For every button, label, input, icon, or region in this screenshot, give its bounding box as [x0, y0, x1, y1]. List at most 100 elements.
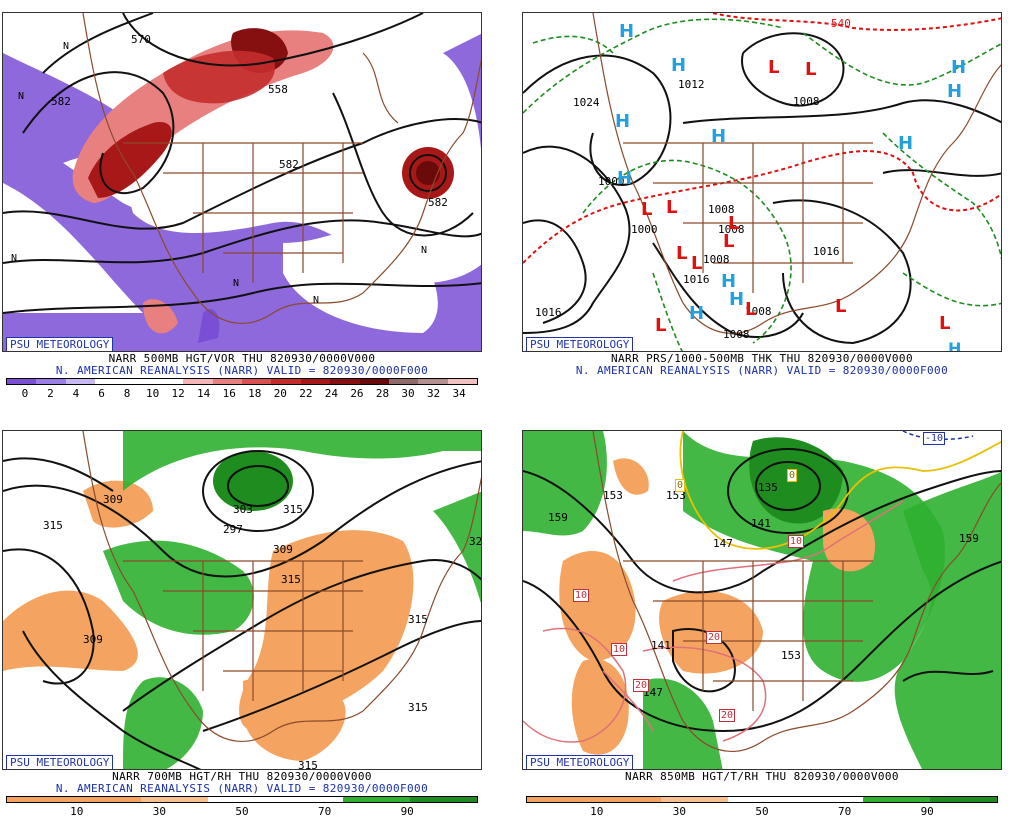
color-bar-tick-label: 90 — [920, 805, 934, 818]
psu-meteorology-badge: PSU METEOROLOGY — [526, 337, 634, 351]
color-bar-swatch — [141, 797, 209, 802]
temperature-label: 20 — [706, 631, 723, 644]
map-500mb-graphic — [3, 13, 481, 351]
high-pressure-marker: H — [721, 271, 737, 292]
high-pressure-marker: H — [671, 55, 687, 76]
color-bar-swatch — [418, 379, 448, 384]
vorticity-min-marker: N — [233, 278, 240, 289]
height-contours — [3, 450, 481, 769]
dry-area-ne — [823, 508, 875, 572]
contour-label: 309 — [83, 633, 103, 646]
contour-label: 303 — [233, 503, 253, 516]
panel-pressure-thickness: 1024 1012 1008 1008 1000 1008 1008 1016 … — [522, 12, 1002, 402]
color-bar-swatch — [300, 379, 331, 384]
caption-product: NARR 850MB HGT/T/RH THU 820930/0000V000 — [625, 770, 899, 783]
contour-label: 315 — [283, 503, 303, 516]
isobar-label: 1016 — [813, 245, 840, 258]
color-bar-tick-label: 0 — [21, 387, 29, 400]
contour-label: 582 — [428, 196, 448, 209]
map-850mb: 159 153 153 135 141 147 159 153 141 147 … — [522, 430, 1002, 770]
vorticity-center-east — [416, 161, 440, 185]
thickness-label: 540 — [831, 17, 851, 30]
low-pressure-marker: L — [728, 213, 740, 234]
color-bar-tick-label: 4 — [72, 387, 80, 400]
color-bar-tick-label: 8 — [123, 387, 131, 400]
high-pressure-marker: H — [617, 168, 633, 189]
color-bar-tick-label: 30 — [672, 805, 687, 818]
color-bar-tick-label: 16 — [222, 387, 236, 400]
color-bar-swatch — [594, 797, 662, 802]
temperature-label: 0 — [787, 469, 798, 482]
isobar-label: 1000 — [598, 175, 625, 188]
vorticity-positive-sw — [143, 299, 178, 334]
color-bar-swatch — [929, 797, 997, 802]
color-bar-swatch — [7, 797, 75, 802]
low-pressure-marker: L — [939, 313, 951, 334]
isobar-label: 1000 — [631, 223, 658, 236]
vorticity-negative-s — [198, 309, 220, 343]
color-bar-swatch — [388, 379, 419, 384]
vorticity-min-marker: N — [18, 91, 25, 102]
moist-area-east — [433, 491, 481, 604]
high-pressure-marker: H — [947, 81, 963, 102]
low-pressure-marker: L — [723, 231, 735, 252]
height-contours — [3, 13, 481, 314]
contour-label: 315 — [408, 701, 428, 714]
color-bar-swatch — [342, 797, 410, 802]
color-bar-labels: 0 2 4 6 8 10 12 14 16 18 20 22 24 26 28 30 32 34 — [6, 387, 478, 401]
high-pressure-marker: H — [898, 133, 914, 154]
color-bar-swatch — [330, 379, 360, 384]
contour-label: 309 — [273, 543, 293, 556]
map-pressure-graphic — [523, 13, 1001, 351]
isobar-label: 1012 — [678, 78, 705, 91]
color-bar-tick-label: 70 — [317, 805, 332, 818]
isobar-label: 1016 — [535, 306, 562, 319]
coastlines — [592, 431, 1001, 752]
color-bar-tick-label: 32 — [426, 387, 441, 400]
dry-area-west — [3, 590, 138, 671]
color-bar-swatch — [74, 797, 142, 802]
vorticity-min-marker: N — [63, 41, 70, 52]
map-700mb: 315 309 303 297 309 315 309 315 321 315 … — [2, 430, 482, 770]
isobar-label: 1008 — [703, 253, 730, 266]
vorticity-neutral-area — [63, 69, 372, 222]
caption-valid-time: N. AMERICAN REANALYSIS (NARR) VALID = 82… — [55, 782, 429, 795]
color-bar-swatch — [275, 797, 343, 802]
vorticity-neutral-sw — [3, 183, 143, 313]
contour-label: 582 — [279, 158, 299, 171]
color-bar-swatch — [212, 379, 242, 384]
color-bar-tick-label: 30 — [152, 805, 167, 818]
color-bar-swatch — [7, 379, 37, 384]
contour-label: 141 — [751, 517, 771, 530]
caption-product: NARR 700MB HGT/RH THU 820930/0000V000 — [112, 770, 372, 783]
color-bar-tick-label: 10 — [70, 805, 84, 818]
color-bar-swatch — [65, 379, 96, 384]
color-bar-tick-label: 24 — [324, 387, 339, 400]
panel-500mb-vorticity: 570 582 558 582 582 N N N N N N PSU METE… — [2, 12, 482, 402]
color-bar-swatch — [183, 379, 213, 384]
contour-label: 558 — [268, 83, 288, 96]
color-bar-tick-label: 50 — [235, 805, 249, 818]
low-pressure-marker: L — [835, 296, 847, 317]
low-pressure-marker: L — [655, 315, 667, 336]
low-pressure-marker: L — [691, 253, 703, 274]
contour-label: 315 — [43, 519, 63, 532]
contour-label: 153 — [603, 489, 623, 502]
color-bar-swatch — [795, 797, 863, 802]
dry-area-north — [83, 480, 153, 528]
isobar-label: 1024 — [573, 96, 600, 109]
vorticity-min-marker: N — [421, 245, 428, 256]
color-bar-swatch — [359, 379, 389, 384]
panel-700mb-humidity: 315 309 303 297 309 315 309 315 321 315 … — [2, 430, 482, 820]
psu-meteorology-badge: PSU METEOROLOGY — [6, 337, 114, 351]
color-bar-swatch — [153, 379, 184, 384]
high-pressure-marker: H — [619, 21, 635, 42]
caption-product: NARR 500MB HGT/VOR THU 820930/0000V000 — [108, 352, 376, 365]
low-pressure-marker: L — [666, 197, 678, 218]
color-bar-tick-label: 22 — [299, 387, 313, 400]
map-500mb: 570 582 558 582 582 N N N N N N PSU METE… — [2, 12, 482, 352]
thickness-540-line — [523, 13, 1001, 264]
contour-label: 159 — [548, 511, 568, 524]
low-pressure-marker: L — [745, 299, 757, 320]
color-bar-swatch — [409, 797, 477, 802]
